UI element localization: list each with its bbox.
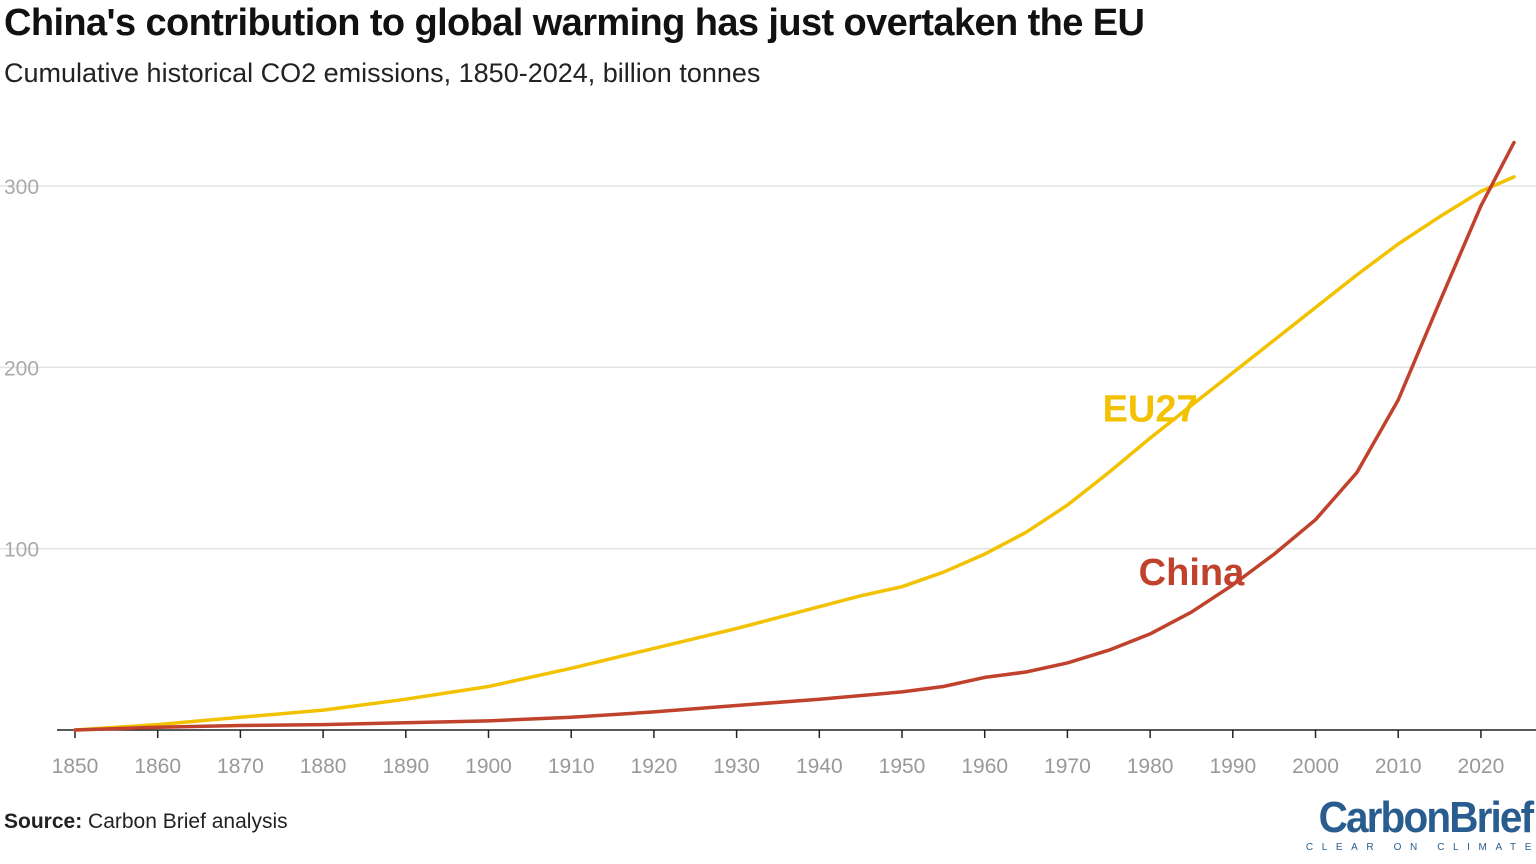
x-tick-label-1970: 1970 bbox=[1044, 755, 1091, 778]
logo-tagline: CLEAR ON CLIMATE bbox=[1305, 842, 1536, 853]
series-label-china: China bbox=[1139, 552, 1245, 594]
x-tick-label-1950: 1950 bbox=[879, 755, 926, 778]
source-text: Carbon Brief analysis bbox=[88, 810, 288, 833]
x-tick-label-1940: 1940 bbox=[796, 755, 843, 778]
x-tick-label-1980: 1980 bbox=[1127, 755, 1174, 778]
source-note: Source: Carbon Brief analysis bbox=[4, 810, 288, 834]
x-tick-label-1900: 1900 bbox=[465, 755, 512, 778]
chart-title: China's contribution to global warming h… bbox=[4, 2, 1145, 44]
series-line-eu27 bbox=[73, 175, 1516, 732]
x-tick-label-2020: 2020 bbox=[1458, 755, 1505, 778]
x-tick-label-1920: 1920 bbox=[631, 755, 678, 778]
x-tick-label-1890: 1890 bbox=[382, 755, 429, 778]
x-tick-label-1930: 1930 bbox=[713, 755, 760, 778]
source-label: Source: bbox=[4, 810, 83, 833]
x-tick-label-1990: 1990 bbox=[1209, 755, 1256, 778]
x-tick-label-1960: 1960 bbox=[961, 755, 1008, 778]
x-tick-label-1910: 1910 bbox=[548, 755, 595, 778]
x-tick-label-1860: 1860 bbox=[134, 755, 181, 778]
x-tick-label-1850: 1850 bbox=[52, 755, 99, 778]
chart-subtitle: Cumulative historical CO2 emissions, 185… bbox=[4, 58, 761, 88]
series-line-china bbox=[73, 140, 1516, 732]
carbonbrief-logo: CarbonBrief CLEAR ON CLIMATE bbox=[1300, 793, 1534, 854]
y-tick-label-200: 200 bbox=[4, 357, 39, 380]
x-tick-label-2000: 2000 bbox=[1292, 755, 1339, 778]
x-tick-label-2010: 2010 bbox=[1375, 755, 1422, 778]
series-label-eu27: EU27 bbox=[1103, 389, 1198, 431]
logo-wordmark: CarbonBrief bbox=[1318, 793, 1534, 842]
y-tick-label-300: 300 bbox=[4, 176, 39, 199]
x-tick-label-1880: 1880 bbox=[300, 755, 347, 778]
y-tick-label-100: 100 bbox=[4, 539, 39, 562]
x-tick-label-1870: 1870 bbox=[217, 755, 264, 778]
